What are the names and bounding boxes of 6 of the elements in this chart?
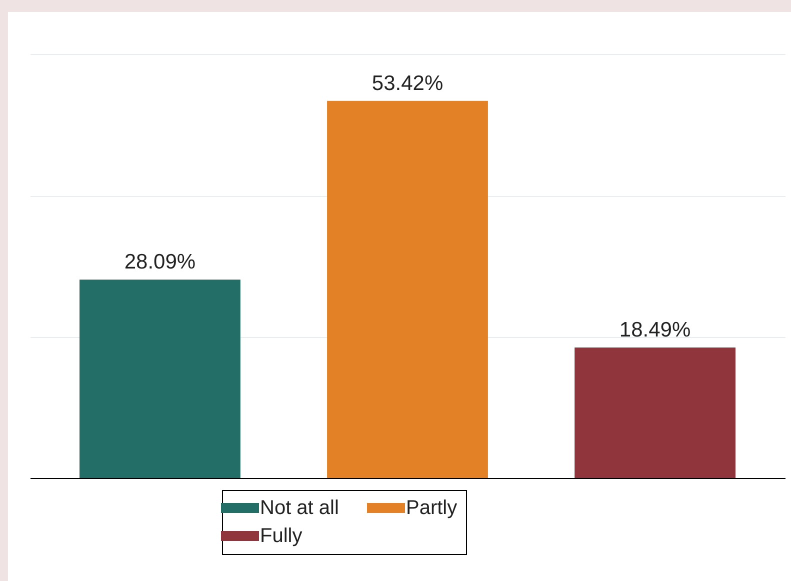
legend-label: Fully xyxy=(260,525,302,547)
data-label: 28.09% xyxy=(124,250,196,274)
data-label: 53.42% xyxy=(372,72,444,95)
legend-label: Not at all xyxy=(260,497,339,519)
data-label: 18.49% xyxy=(619,318,691,342)
legend-label: Partly xyxy=(406,497,458,519)
